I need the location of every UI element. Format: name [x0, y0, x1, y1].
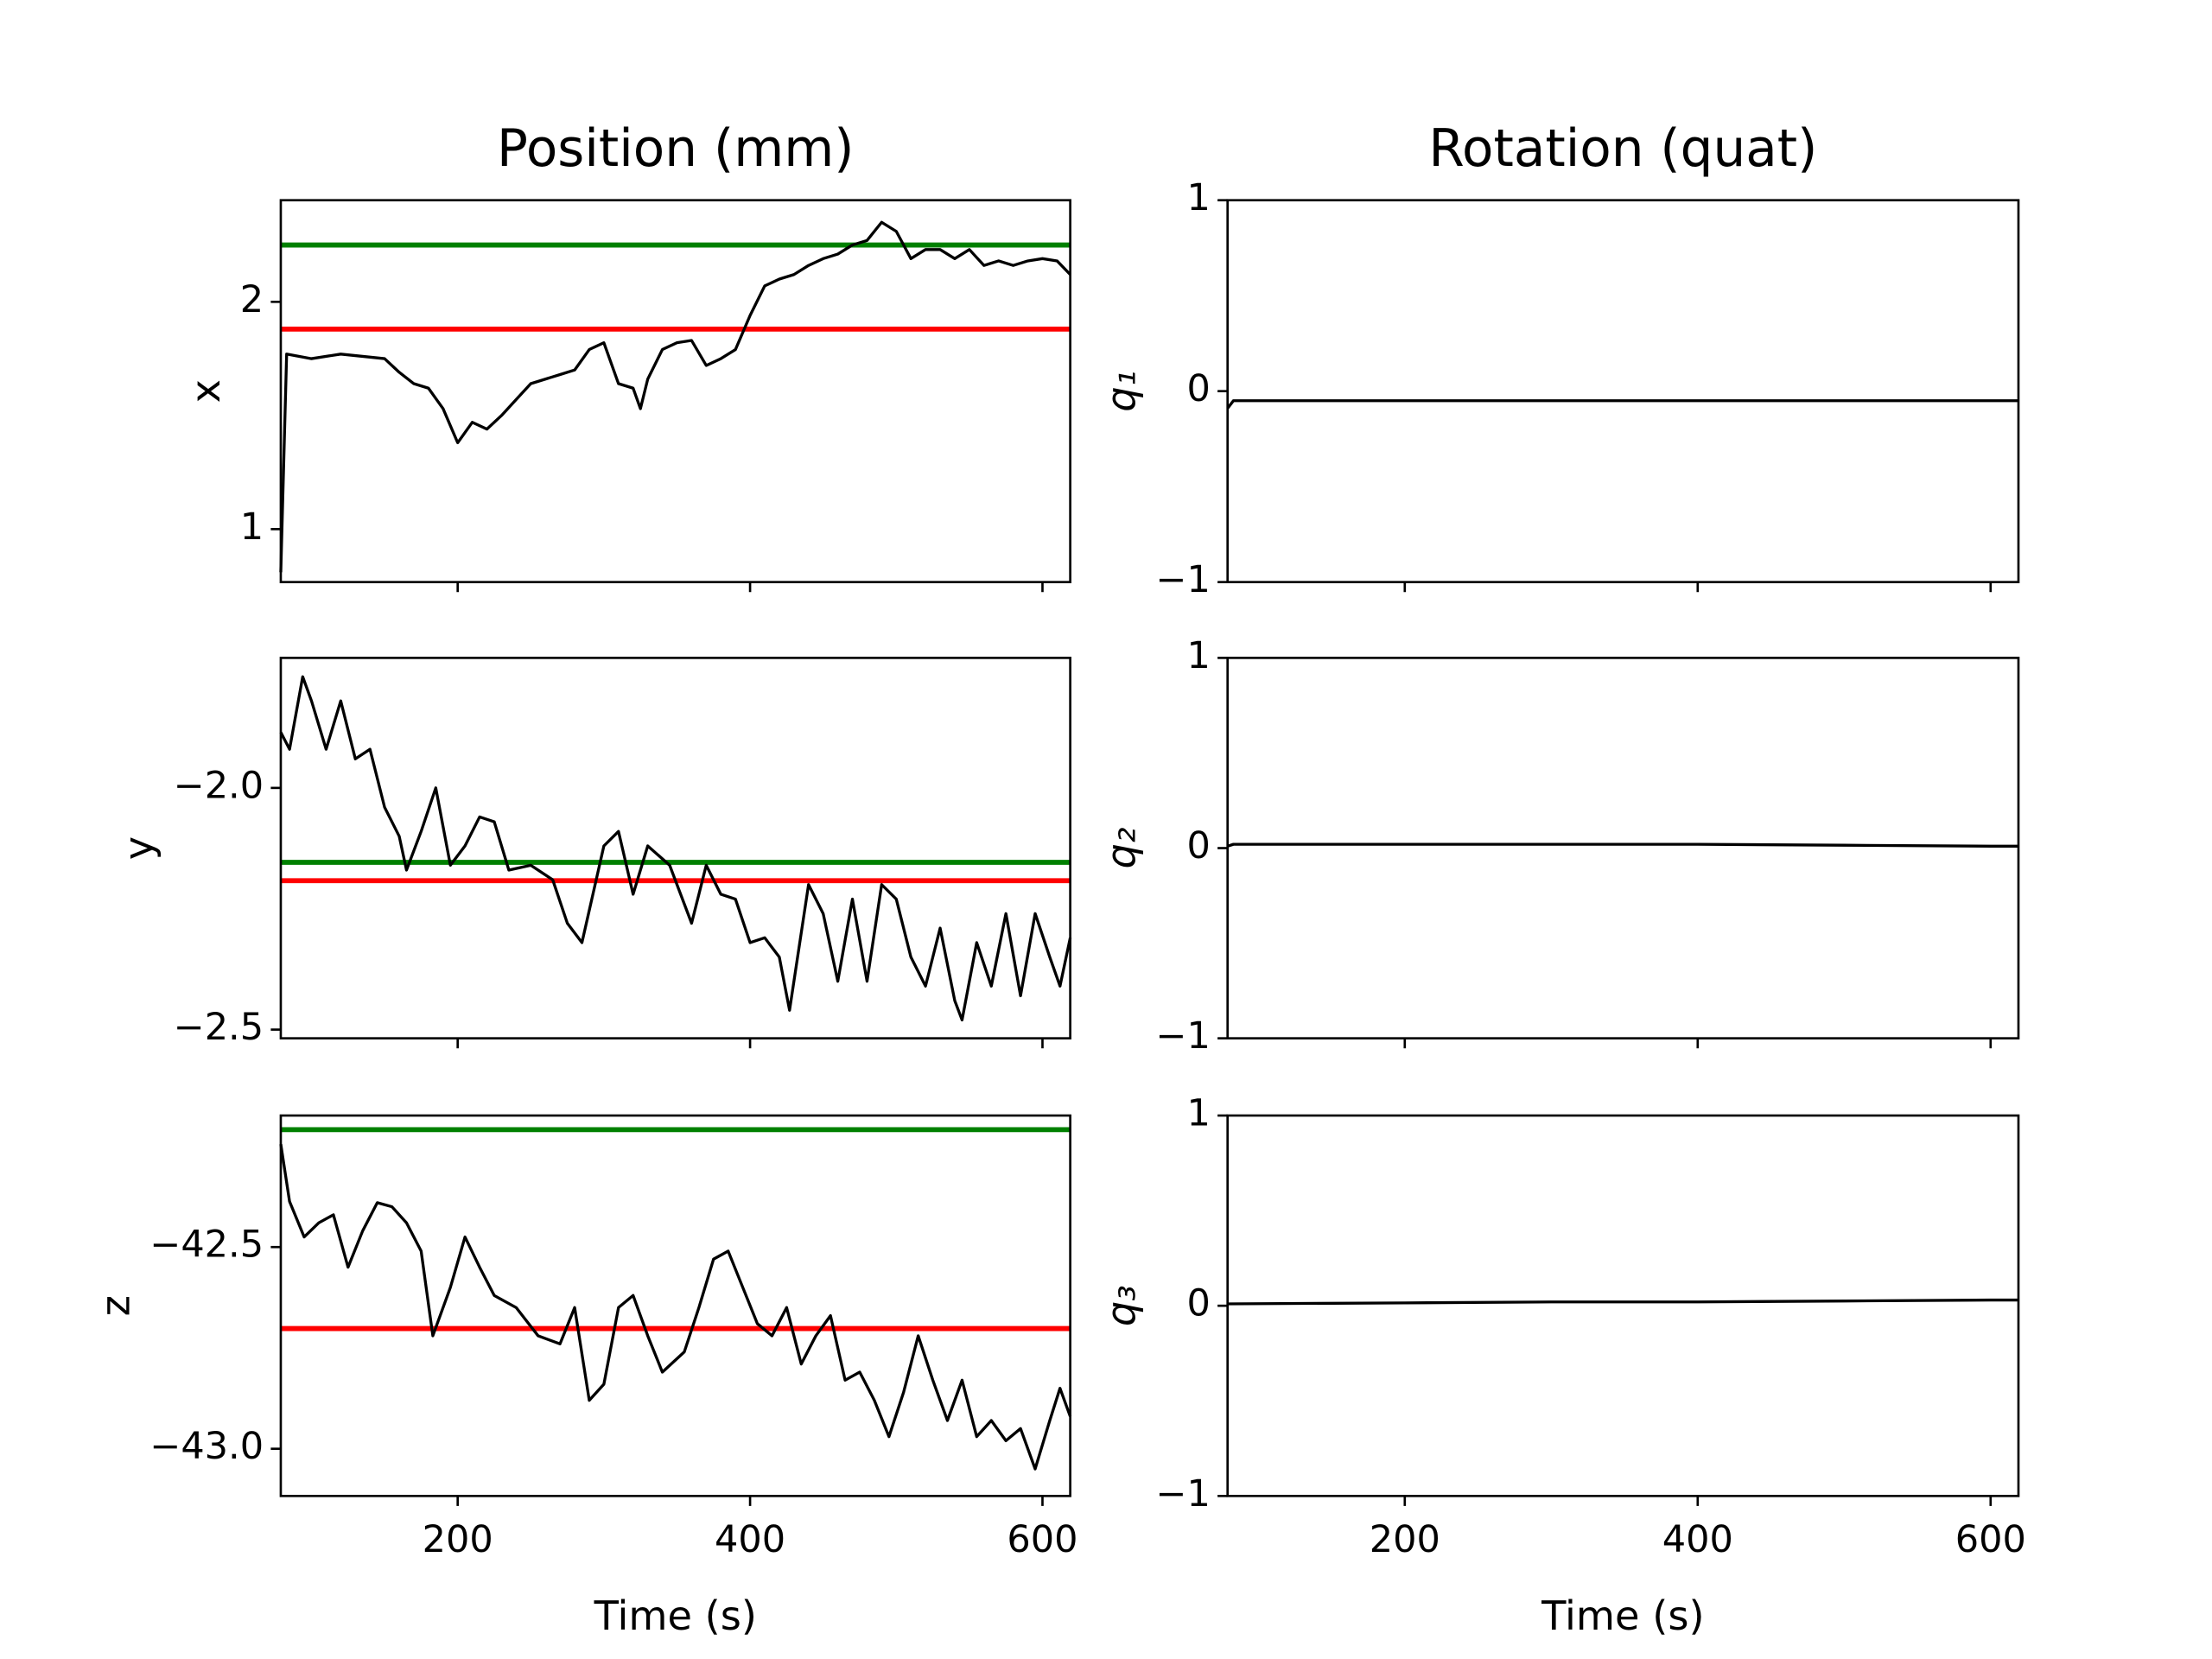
- data-line: [279, 220, 1071, 573]
- axes-frame: [1226, 1114, 2020, 1497]
- y-tick-label: 0: [1186, 1282, 1210, 1325]
- y-tick-label: 0: [1186, 367, 1210, 410]
- x-tick-label: 200: [423, 1518, 493, 1561]
- data-line: [1227, 842, 2018, 848]
- data-line: [1227, 1298, 2018, 1306]
- y-axis-label: q₃: [1097, 1285, 1144, 1326]
- axes-frame: [1226, 199, 2020, 583]
- x-axis-label: Time (s): [1541, 1592, 1704, 1639]
- y-tick-label: 1: [240, 505, 264, 549]
- y-tick-label: 1: [1186, 634, 1210, 677]
- subplot-title: Rotation (quat): [1428, 119, 1817, 179]
- y-tick-label: 2: [240, 278, 264, 321]
- y-tick-label: −1: [1155, 1472, 1210, 1516]
- data-line: [1226, 399, 2018, 410]
- x-tick-label: 200: [1370, 1518, 1440, 1561]
- x-tick-label: 400: [715, 1518, 785, 1561]
- x-tick-label: 400: [1662, 1518, 1733, 1561]
- axes-frame: [279, 657, 1071, 1039]
- y-tick-label: −43.0: [149, 1425, 264, 1468]
- y-tick-label: −2.5: [174, 1006, 264, 1049]
- subplot-title: Position (mm): [497, 119, 854, 179]
- y-tick-label: 1: [1186, 176, 1210, 219]
- y-tick-label: 0: [1186, 824, 1210, 868]
- y-axis-label: q₁: [1097, 371, 1144, 412]
- y-axis-label: z: [92, 1295, 138, 1316]
- y-tick-label: −2.0: [174, 764, 264, 807]
- axes-frame: [279, 1114, 1071, 1497]
- y-tick-label: −42.5: [149, 1224, 264, 1267]
- y-tick-label: −1: [1155, 1014, 1210, 1058]
- data-line: [279, 1143, 1072, 1471]
- data-line: [279, 675, 1072, 1022]
- x-tick-label: 600: [1955, 1518, 2026, 1561]
- x-tick-label: 600: [1007, 1518, 1077, 1561]
- y-axis-label: q₂: [1097, 828, 1144, 869]
- y-axis-label: y: [116, 836, 162, 860]
- y-tick-label: 1: [1186, 1092, 1210, 1135]
- x-axis-label: Time (s): [594, 1592, 757, 1639]
- y-tick-label: −1: [1155, 558, 1210, 601]
- axes-frame: [279, 199, 1071, 583]
- axes-frame: [1226, 657, 2020, 1039]
- y-axis-label: x: [182, 379, 229, 403]
